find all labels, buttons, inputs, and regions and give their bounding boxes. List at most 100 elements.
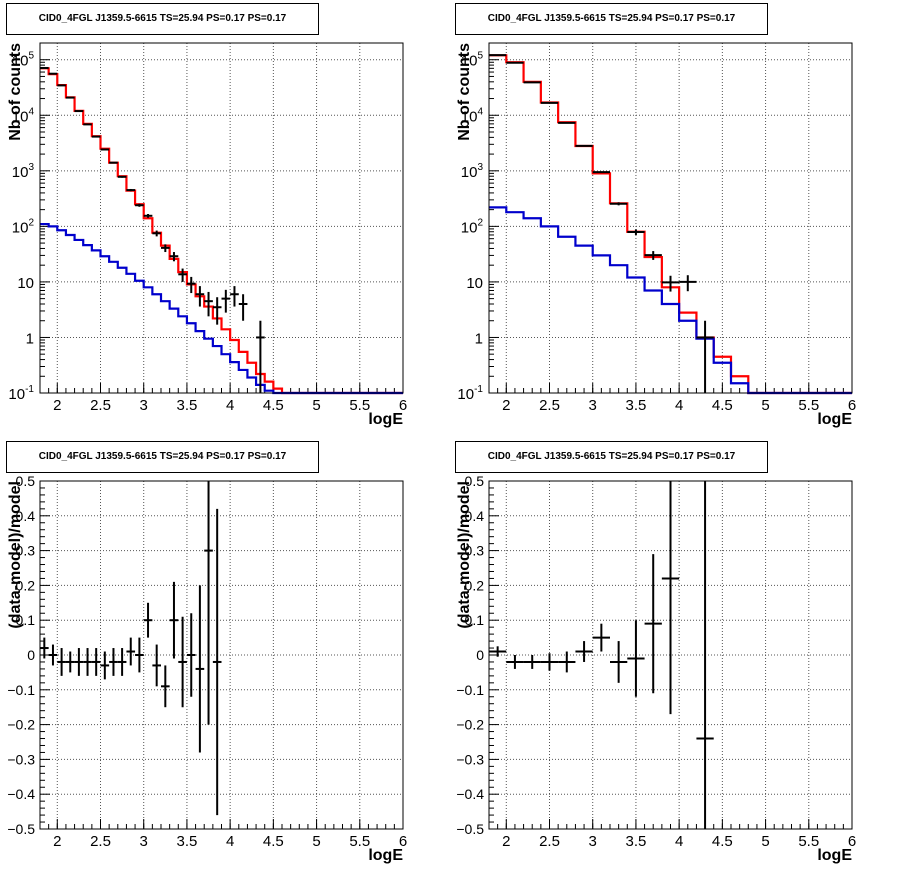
data-point	[506, 655, 524, 669]
data-point	[126, 188, 136, 192]
data-point	[135, 637, 144, 673]
grid-lines	[40, 43, 404, 394]
data-point	[161, 244, 170, 253]
data-point	[644, 251, 662, 260]
x-tick-label: 2	[502, 397, 510, 414]
data-point	[696, 481, 714, 829]
chart-panel-1: 2 2.5 3 3.5 4 4.5 5 5.5 6 10-1 1 10 102 103 104 105 logE…	[7, 42, 407, 428]
x-tick-label: 6	[399, 833, 407, 850]
data-point	[109, 161, 118, 164]
chart-title-top-left: CID0_4FGL J1359.5-6615 TS=25.94 PS=0.17 …	[6, 3, 319, 35]
y-tick-label: 10-1	[457, 384, 483, 403]
y-tick-label: 1	[475, 330, 483, 347]
y-tick-label: 10	[466, 275, 483, 292]
data-point	[100, 148, 110, 151]
histogram-source-model	[40, 222, 403, 395]
data-point	[169, 581, 179, 659]
histogram-total-model	[489, 54, 852, 395]
x-axis-label: logE	[368, 847, 403, 864]
data-point	[661, 275, 680, 292]
data-point	[627, 229, 645, 235]
x-tick-label: 4.5	[263, 833, 284, 850]
x-tick-label: 4.5	[712, 397, 733, 414]
x-tick-label: 5	[761, 833, 769, 850]
data-point	[592, 623, 610, 652]
data-point	[109, 648, 118, 676]
data-point	[489, 646, 507, 657]
y-tick-label: −0.1	[7, 682, 35, 698]
x-axis-label: logE	[817, 411, 852, 428]
chart-title-bottom-left: CID0_4FGL J1359.5-6615 TS=25.94 PS=0.17 …	[6, 441, 319, 473]
data-point	[152, 230, 161, 237]
data-point	[221, 289, 231, 313]
data-point	[610, 641, 628, 683]
data-point	[195, 286, 205, 307]
data-point	[65, 651, 75, 673]
data-point	[74, 648, 84, 676]
x-tick-label: 4	[226, 833, 234, 850]
x-tick-label: 3	[140, 833, 148, 850]
data-point	[558, 121, 576, 124]
y-axis-label: (data-model)/model	[456, 481, 473, 629]
data-point	[186, 276, 196, 294]
x-tick-label: 4	[226, 397, 234, 414]
x-tick-label: 6	[848, 833, 856, 850]
y-tick-label: 0	[27, 647, 35, 663]
data-point	[238, 294, 248, 321]
data-point	[230, 286, 239, 307]
data-point	[117, 648, 127, 676]
data-point	[169, 252, 179, 262]
data-point	[57, 648, 66, 676]
x-tick-label: 2	[502, 833, 510, 850]
data-point	[644, 554, 662, 694]
x-tick-label: 4.5	[263, 397, 284, 414]
data-point	[40, 637, 49, 659]
x-tick-label: 4	[675, 397, 683, 414]
data-point	[679, 275, 697, 292]
y-tick-label: 0.1	[465, 612, 485, 628]
x-tick-label: 3.5	[176, 397, 197, 414]
data-point	[661, 481, 680, 715]
y-tick-label: 105	[461, 51, 484, 70]
y-tick-label: 0.5	[465, 473, 485, 489]
y-tick-label: −0.3	[7, 751, 35, 767]
chart-panel-2: 2 2.5 3 3.5 4 4.5 5 5.5 6 10-1 1 10 102 103 104 105 logE…	[456, 42, 856, 428]
x-tick-label: 5	[312, 833, 320, 850]
data-point	[161, 665, 170, 708]
y-tick-label: 105	[12, 51, 35, 70]
data-point	[540, 653, 559, 671]
data-point	[178, 268, 187, 282]
y-tick-label: 104	[12, 106, 35, 125]
data-point	[178, 616, 187, 708]
y-tick-label: −0.5	[456, 821, 484, 837]
chart-title-bottom-right: CID0_4FGL J1359.5-6615 TS=25.94 PS=0.17 …	[455, 441, 768, 473]
y-tick-label: 10	[17, 275, 34, 292]
data-point	[696, 320, 714, 393]
plot-frame	[488, 480, 853, 830]
data-point	[523, 655, 541, 669]
y-tick-label: 104	[461, 106, 484, 125]
x-tick-label: 3	[140, 397, 148, 414]
y-tick-label: 1	[26, 330, 34, 347]
data-point	[204, 481, 213, 725]
data-point	[610, 202, 628, 206]
axis-ticks	[488, 42, 853, 394]
x-tick-label: 3	[589, 397, 597, 414]
x-tick-label: 3	[589, 833, 597, 850]
x-tick-label: 4	[675, 833, 683, 850]
data-point	[592, 171, 610, 174]
data-point	[126, 637, 136, 666]
x-tick-label: 6	[848, 397, 856, 414]
x-tick-label: 3.5	[176, 833, 197, 850]
x-tick-label: 6	[399, 397, 407, 414]
y-tick-label: 0.3	[16, 543, 36, 559]
y-tick-label: 0.5	[16, 473, 36, 489]
grid-lines	[40, 480, 404, 830]
x-tick-label: 5.5	[798, 397, 819, 414]
data-point	[212, 297, 222, 325]
chart-panel-3: 2 2.5 3 3.5 4 4.5 5 5.5 6 −0.5 −0.4 −0.3 −0.2 −0.1 0 0.…	[7, 473, 407, 864]
data-point	[143, 213, 153, 218]
y-tick-label: 0.4	[16, 508, 36, 524]
y-tick-label: −0.4	[7, 786, 35, 802]
y-tick-label: −0.1	[456, 682, 484, 698]
